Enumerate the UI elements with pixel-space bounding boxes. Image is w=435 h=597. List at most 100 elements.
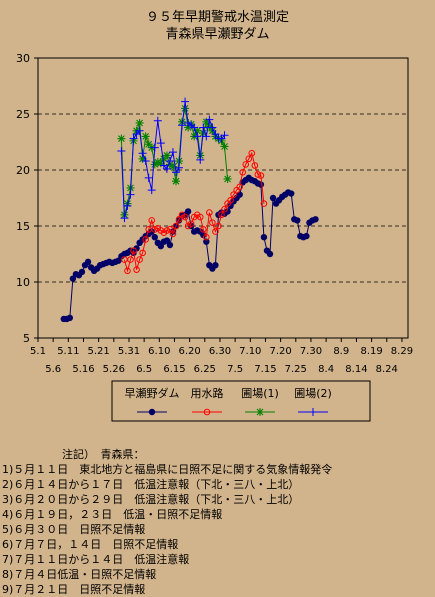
data-point	[256, 408, 264, 416]
data-point	[288, 190, 295, 197]
data-point	[190, 123, 199, 132]
series-2	[121, 149, 268, 275]
data-point	[120, 214, 129, 223]
data-point	[205, 122, 214, 131]
data-point	[260, 200, 268, 207]
data-point	[199, 129, 208, 138]
data-point	[260, 234, 268, 241]
data-point	[184, 208, 192, 215]
plot-area	[37, 57, 409, 339]
y-tick-label: 10	[16, 276, 30, 289]
data-point	[199, 226, 207, 233]
data-point	[163, 227, 171, 234]
data-point	[138, 149, 147, 158]
data-point	[193, 132, 202, 141]
grid-lines	[38, 113, 408, 283]
data-point	[151, 226, 159, 233]
data-point	[199, 123, 208, 132]
x-tick-label-bottom: 7.25	[285, 364, 307, 375]
data-point	[138, 154, 147, 163]
data-point	[251, 162, 259, 169]
data-point	[257, 181, 265, 188]
x-tick-label-top: 5.21	[88, 346, 110, 357]
data-point	[236, 183, 243, 191]
data-point	[212, 228, 219, 235]
series-1	[60, 174, 319, 323]
y-axis: 30 25 20 15 10 5	[16, 52, 38, 345]
data-point	[269, 194, 277, 202]
x-tick-label-top: 8.9	[333, 346, 349, 357]
data-point	[227, 202, 234, 210]
data-point	[156, 159, 165, 168]
data-point	[142, 236, 149, 243]
data-point	[227, 196, 234, 204]
data-point	[187, 220, 195, 228]
data-point	[117, 146, 126, 155]
data-point	[254, 171, 262, 178]
legend-label: 用水路	[191, 387, 224, 400]
series-4	[117, 97, 229, 223]
data-point	[218, 211, 225, 219]
note-line-7: 7)７月１１日から１４日 低温注意報	[2, 553, 190, 566]
data-point	[144, 173, 153, 182]
x-tick-label-top: 7.20	[269, 346, 291, 357]
x-tick-label-top: 8.19	[360, 346, 382, 357]
data-point	[181, 104, 190, 113]
data-point	[230, 191, 237, 198]
data-point	[166, 226, 174, 233]
data-point	[141, 157, 150, 166]
data-point	[115, 257, 122, 264]
data-point	[196, 155, 205, 164]
legend-box	[111, 380, 371, 422]
y-tick-label: 15	[16, 220, 30, 233]
x-tick-label-top: 5.31	[118, 346, 140, 357]
x-tick-label-top: 6.10	[148, 346, 170, 357]
data-point	[78, 268, 86, 276]
series-layer	[60, 97, 319, 323]
data-point	[166, 241, 174, 249]
data-point	[162, 164, 171, 173]
y-tick-label: 20	[16, 164, 30, 177]
data-point	[209, 219, 216, 226]
data-point	[175, 215, 183, 223]
data-point	[245, 155, 253, 163]
data-point	[223, 174, 232, 183]
data-point	[178, 121, 187, 130]
data-point	[168, 148, 177, 157]
x-tick-label-top: 5.11	[57, 346, 79, 357]
data-point	[162, 151, 171, 160]
data-point	[196, 213, 204, 221]
note-line-5: 5)６月３０日 日照不足情報	[2, 523, 146, 536]
data-point	[172, 222, 180, 230]
data-point	[211, 130, 220, 139]
y-tick-label: 5	[23, 332, 30, 345]
data-point	[130, 247, 137, 254]
data-point	[309, 408, 317, 416]
x-tick-label-bottom: 6.15	[163, 364, 185, 375]
legend: 早瀬野ダム 用水路 圃場(1) 圃場(2)	[125, 386, 332, 416]
note-line-4: 4)６月１９日，２３日 低温・日照不足情報	[2, 508, 223, 521]
data-point	[144, 140, 153, 149]
data-point	[165, 157, 174, 166]
legend-label: 圃場(1)	[241, 387, 279, 400]
data-point	[206, 209, 213, 216]
legend-label: 圃場(2)	[294, 387, 332, 400]
data-point	[220, 142, 229, 151]
data-point	[151, 234, 158, 241]
data-point	[133, 245, 140, 252]
data-point	[242, 161, 250, 168]
data-point	[220, 131, 229, 140]
x-tick-label-top: 7.30	[300, 346, 322, 357]
x-axis: 5.1 5.11 5.21 5.31 6.10 6.20 6.30 7.10 7.20 7.30 8…	[30, 338, 413, 375]
note-line-9: 9)７月２１日 日照不足情報	[2, 583, 146, 596]
data-point	[136, 256, 143, 263]
x-tick-label-bottom: 8.4	[318, 364, 334, 375]
legend-label: 早瀬野ダム	[125, 386, 180, 400]
data-point	[124, 267, 131, 275]
x-tick-label-top: 6.20	[179, 346, 201, 357]
x-tick-label-bottom: 8.14	[345, 364, 367, 375]
data-point	[257, 172, 265, 179]
data-point	[303, 232, 310, 240]
data-point	[148, 228, 155, 235]
data-point	[184, 123, 193, 132]
